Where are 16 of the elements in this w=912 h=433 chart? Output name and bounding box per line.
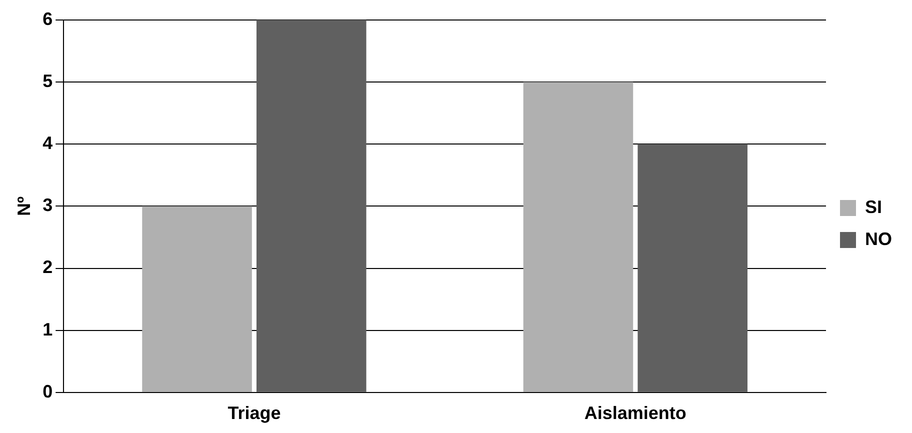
y-tick-label: 6: [42, 8, 53, 29]
legend-label: SI: [865, 196, 882, 217]
y-axis-title: Nº: [14, 196, 34, 216]
bar: [256, 20, 366, 392]
bar: [142, 206, 252, 392]
y-tick-label: 5: [42, 71, 53, 92]
bar: [523, 82, 634, 392]
y-tick-label: 4: [42, 133, 53, 154]
y-tick-label: 0: [42, 381, 53, 402]
y-tick-label: 1: [42, 319, 53, 340]
bar: [638, 144, 748, 392]
y-tick-label: 2: [42, 257, 53, 278]
y-tick-label: 3: [42, 195, 53, 216]
legend-label: NO: [865, 228, 892, 249]
x-tick-label: Aislamiento: [584, 403, 686, 424]
x-tick-label: Triage: [228, 403, 281, 424]
